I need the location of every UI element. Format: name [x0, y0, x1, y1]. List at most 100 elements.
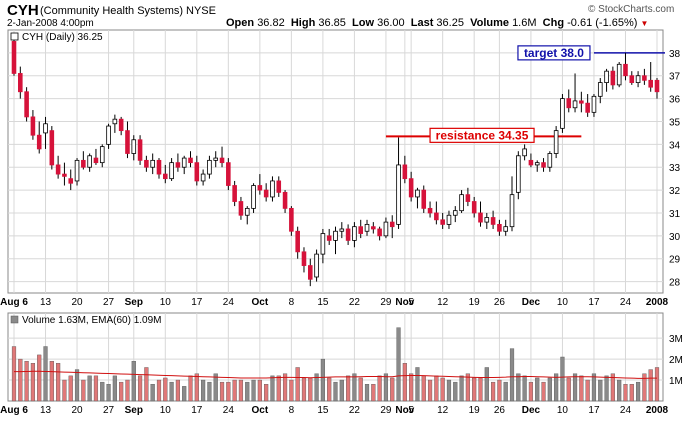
candle-body [276, 180, 282, 193]
candle-body [534, 162, 540, 166]
x-tick-label: 10 [557, 297, 569, 308]
candle-body [635, 75, 641, 83]
candle-body [648, 79, 653, 88]
chg-label: Chg [542, 17, 565, 29]
volume-bar [93, 375, 99, 402]
price-legend: CYH (Daily) 36.25 [22, 32, 103, 43]
candle-body [421, 189, 427, 209]
candle-body [49, 130, 55, 166]
volume-bar [642, 373, 647, 402]
volume-bar [169, 381, 174, 402]
volume-bar [339, 379, 344, 402]
price-y-tick-label: 32 [669, 186, 681, 197]
volume-bar [194, 373, 199, 402]
price-y-tick-label: 29 [669, 255, 681, 266]
volume-bar [119, 381, 124, 402]
volume-bar [453, 381, 458, 402]
volume-y-tick-label: 2M [669, 355, 683, 366]
volume-bar [301, 377, 307, 402]
x-tick-label: Nov [395, 297, 414, 308]
candle-body [452, 210, 458, 216]
volume-bar [409, 373, 414, 402]
candle-body [522, 148, 527, 157]
volume-bar [295, 367, 300, 402]
volume-bar [648, 369, 653, 402]
candle-body [244, 207, 250, 216]
last-value: 36.25 [436, 17, 464, 29]
volume-bar [251, 379, 256, 402]
candle-body [207, 159, 212, 175]
volume-bar [163, 377, 168, 402]
candle-body [377, 228, 382, 237]
candle-body [629, 75, 635, 83]
volume-bar [100, 381, 105, 402]
candle-body [547, 153, 553, 168]
volume-bar [364, 384, 370, 402]
volume-bar [383, 373, 389, 402]
candle-body [188, 157, 193, 164]
x-tick-label: 20 [71, 297, 83, 308]
candle-body [446, 214, 452, 225]
volume-bar [232, 379, 237, 402]
x-tick-label: 2008 [646, 297, 669, 308]
x-tick-label: Aug 6 [0, 405, 28, 416]
quote-date: 2-Jan-2008 4:00pm [7, 18, 94, 29]
candle-body [503, 226, 508, 232]
candle-body [358, 226, 364, 234]
candle-body [301, 251, 307, 266]
candle-body [106, 125, 111, 145]
x-tick-label: 24 [223, 297, 235, 308]
candle-body [24, 91, 29, 118]
candle-body [585, 102, 590, 113]
candle-body [528, 159, 534, 166]
candle-body [74, 159, 80, 182]
volume-bar [264, 384, 269, 402]
candle-body [383, 221, 389, 237]
x-tick-label: 5 [408, 297, 414, 308]
open-value: 36.82 [257, 17, 285, 29]
volume-bar [604, 375, 609, 402]
volume-bar [188, 375, 193, 402]
x-tick-label: 10 [557, 405, 569, 416]
candle-body [137, 139, 143, 161]
x-tick-label: 13 [40, 297, 52, 308]
volume-bar [18, 358, 23, 402]
down-arrow-icon: ▼ [640, 19, 649, 28]
volume-bar [74, 369, 80, 402]
x-tick-label: 29 [380, 297, 392, 308]
volume-bar [591, 373, 597, 402]
volume-panel: 1M 2M 3M Aug 6 13 20 27 Sep 10 17 24 Oct 8 15 22 29 Nov5… [0, 312, 683, 416]
volume-bar [427, 379, 433, 402]
volume-bar [112, 375, 117, 402]
company-name: (Community Health Systems) [40, 5, 184, 17]
quote-line: Open 36.82 High 36.85 Low 36.00 Last 36.… [226, 17, 648, 29]
candle-body [87, 155, 92, 168]
volume-bar [459, 375, 464, 402]
x-tick-label: 17 [191, 297, 203, 308]
high-value: 36.85 [318, 17, 346, 29]
candle-body [238, 201, 244, 216]
volume-bar [554, 373, 559, 402]
volume-bar [528, 381, 534, 402]
last-label: Last [410, 17, 434, 29]
candle-body [541, 162, 546, 168]
price-y-tick-label: 28 [669, 278, 681, 289]
candle-body [263, 189, 269, 198]
volume-bar [566, 377, 571, 402]
volume-bar [144, 367, 149, 402]
volume-bar [371, 384, 376, 402]
volume-bar [491, 381, 496, 402]
volume-bar [62, 379, 67, 402]
volume-bar [352, 373, 357, 402]
x-tick-label: Nov [395, 405, 414, 416]
volume-bar [465, 373, 470, 402]
volume-bar [289, 379, 294, 402]
candle-body [289, 207, 294, 232]
price-y-tick-label: 34 [669, 140, 681, 151]
volume-bar [333, 381, 338, 402]
x-tick-label: 2008 [646, 405, 669, 416]
candle-body [333, 230, 338, 241]
candle-body [55, 164, 61, 175]
candle-body [402, 164, 408, 180]
x-tick-label: Dec [522, 297, 541, 308]
